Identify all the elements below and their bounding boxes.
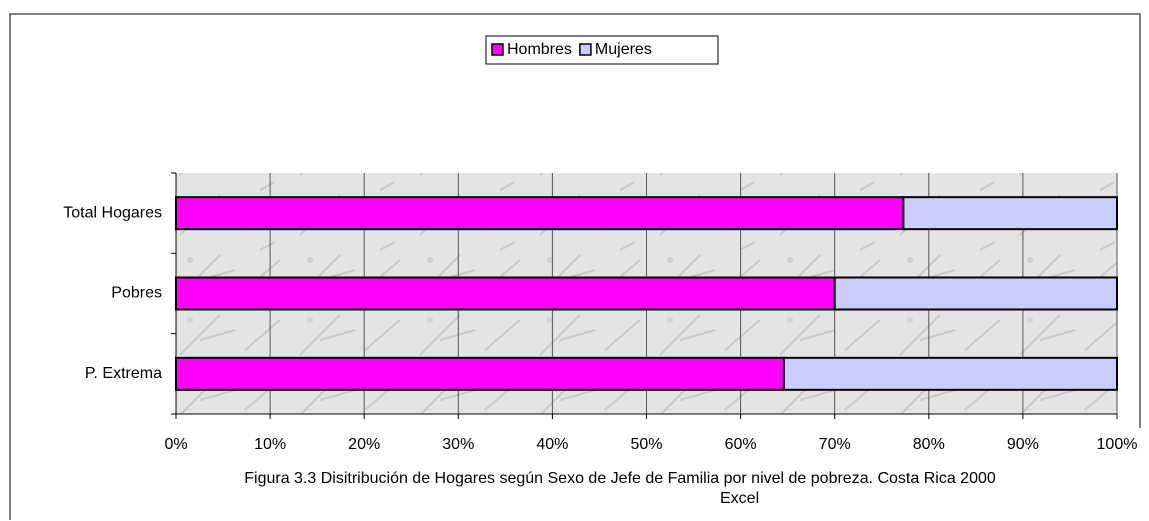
x-tick-label: 80% (913, 436, 945, 453)
bar-segment (175, 356, 785, 391)
x-tick-label: 0% (164, 436, 187, 453)
y-tick-label: Pobres (111, 285, 162, 302)
legend-swatch (579, 43, 592, 56)
x-tick-label: 20% (348, 436, 380, 453)
y-tick-label: P. Extrema (85, 365, 162, 382)
caption: Figura 3.3 Disitribución de Hogares segú… (244, 470, 996, 487)
bar-segment (782, 356, 1118, 391)
legend-box (485, 35, 719, 65)
bar-segment (833, 276, 1118, 311)
frame (9, 13, 1141, 520)
bar-segment (175, 196, 905, 231)
source: Excel (720, 490, 760, 507)
bar-segment (175, 276, 836, 311)
x-tick-label: 60% (725, 436, 757, 453)
x-tick-label: 10% (254, 436, 286, 453)
x-tick-label: 50% (630, 436, 662, 453)
bar-segment (902, 196, 1118, 231)
legend-swatch (491, 43, 504, 56)
x-tick-label: 70% (819, 436, 851, 453)
legend-label: Mujeres (595, 41, 652, 58)
x-tick-label: 30% (442, 436, 474, 453)
legend: Hombres Mujeres (485, 35, 719, 65)
y-tick-label: Total Hogares (63, 204, 162, 221)
x-tick-label: 90% (1007, 436, 1039, 453)
legend-label: Hombres (507, 41, 572, 58)
x-tick-label: 40% (536, 436, 568, 453)
x-tick-label: 100% (1097, 436, 1138, 453)
